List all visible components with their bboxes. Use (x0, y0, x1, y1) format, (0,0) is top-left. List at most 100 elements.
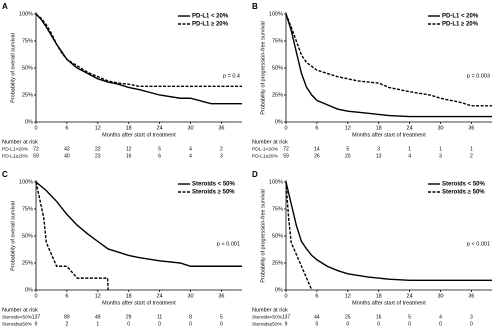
risk-value: 1 (408, 146, 411, 152)
risk-value: 4 (439, 314, 442, 320)
x-tick-label: 30 (187, 293, 193, 299)
risk-value: 72 (33, 146, 39, 152)
risk-value: 0 (408, 321, 411, 327)
risk-value: 137 (282, 314, 291, 320)
risk-row-label: Steroids≥50% (252, 321, 283, 327)
risk-value: 9 (285, 321, 288, 327)
x-tick-label: 12 (95, 125, 101, 131)
y-tick-label: 100% (19, 179, 33, 185)
risk-value: 0 (158, 321, 161, 327)
y-tick-label: 0% (25, 287, 33, 293)
risk-value: 6 (158, 153, 161, 159)
y-tick-label: 75% (22, 38, 33, 44)
annotation: p < 0.001 (467, 241, 490, 247)
legend-label: Steroids ≥ 50% (192, 190, 235, 196)
risk-value: 4 (189, 153, 192, 159)
risk-table-title: Number at risk (252, 139, 288, 145)
x-axis-label: Months after start of treatment (352, 132, 426, 138)
y-tick-label: 100% (19, 11, 33, 17)
risk-value: 20 (345, 153, 351, 159)
risk-row-label: PD-L1≥20% (2, 153, 29, 159)
legend-label: PD-L1 ≥ 20% (192, 22, 229, 28)
risk-value: 23 (95, 153, 101, 159)
y-tick-label: 25% (22, 92, 33, 98)
x-tick-label: 24 (157, 293, 163, 299)
risk-row-label: PD-L1≥20% (252, 153, 279, 159)
panel-label: A (2, 2, 8, 11)
x-tick-label: 6 (315, 125, 318, 131)
survival-curve (285, 13, 492, 118)
survival-curve (35, 181, 242, 267)
risk-value: 40 (64, 153, 70, 159)
risk-value: 8 (189, 314, 192, 320)
y-axis-label: Probability of progression-free survival (260, 21, 266, 115)
risk-value: 25 (345, 314, 351, 320)
risk-value: 12 (126, 146, 132, 152)
annotation: p = 0.003 (467, 73, 490, 79)
legend-label: Steroids < 50% (442, 182, 486, 188)
risk-value: 0 (346, 321, 349, 327)
y-tick-label: 0% (275, 119, 283, 125)
survival-curve (285, 13, 492, 107)
risk-value: 43 (64, 146, 70, 152)
y-axis-label: Probability of progression-free survival (260, 189, 266, 283)
risk-value: 26 (314, 153, 320, 159)
risk-value: 3 (470, 314, 473, 320)
risk-value: 11 (157, 314, 162, 320)
risk-row-label: Steroids<50% (2, 314, 33, 320)
y-axis-label: Probability of overall survival (10, 33, 16, 103)
risk-value: 4 (408, 153, 411, 159)
risk-value: 0 (377, 321, 380, 327)
survival-curve (285, 181, 492, 281)
x-tick-label: 36 (218, 293, 224, 299)
risk-value: 0 (470, 321, 473, 327)
risk-value: 0 (220, 321, 223, 327)
annotation: p = 0.4 (223, 73, 240, 79)
x-tick-label: 30 (437, 125, 443, 131)
panel-label: C (2, 170, 8, 179)
risk-value: 3 (439, 153, 442, 159)
panel-label: D (252, 170, 258, 179)
risk-value: 72 (283, 146, 289, 152)
risk-value: 5 (158, 146, 161, 152)
risk-value: 2 (220, 146, 223, 152)
y-tick-label: 100% (269, 179, 283, 185)
risk-value: 1 (470, 146, 473, 152)
risk-value: 0 (316, 321, 319, 327)
risk-value: 9 (35, 321, 38, 327)
risk-value: 2 (470, 153, 473, 159)
risk-value: 89 (64, 314, 70, 320)
y-tick-label: 75% (272, 206, 283, 212)
y-tick-label: 50% (272, 65, 283, 71)
y-tick-label: 0% (25, 119, 33, 125)
risk-value: 2 (66, 321, 69, 327)
risk-value: 3 (377, 146, 380, 152)
survival-curve (285, 181, 313, 291)
risk-table-title: Number at risk (2, 139, 38, 145)
risk-value: 5 (220, 314, 223, 320)
legend-label: PD-L1 < 20% (192, 14, 229, 20)
risk-value: 16 (126, 153, 132, 159)
risk-value: 0 (439, 321, 442, 327)
x-tick-label: 30 (187, 125, 193, 131)
risk-value: 1 (96, 321, 99, 327)
x-tick-label: 6 (65, 125, 68, 131)
legend-label: Steroids ≥ 50% (442, 190, 485, 196)
x-tick-label: 12 (345, 293, 351, 299)
y-axis-label: Probability of overall survival (10, 201, 16, 271)
x-tick-label: 24 (407, 125, 413, 131)
annotation: p < 0.001 (217, 241, 240, 247)
x-tick-label: 18 (376, 125, 382, 131)
x-tick-label: 6 (65, 293, 68, 299)
x-axis-label: Months after start of treatment (352, 300, 426, 306)
survival-curve (35, 181, 109, 291)
y-tick-label: 100% (269, 11, 283, 17)
x-tick-label: 30 (437, 293, 443, 299)
legend-label: Steroids < 50% (192, 182, 236, 188)
y-tick-label: 75% (272, 38, 283, 44)
y-tick-label: 25% (272, 260, 283, 266)
risk-value: 13 (376, 153, 382, 159)
risk-row-label: PD-L1<20% (2, 146, 29, 152)
risk-value: 5 (408, 314, 411, 320)
